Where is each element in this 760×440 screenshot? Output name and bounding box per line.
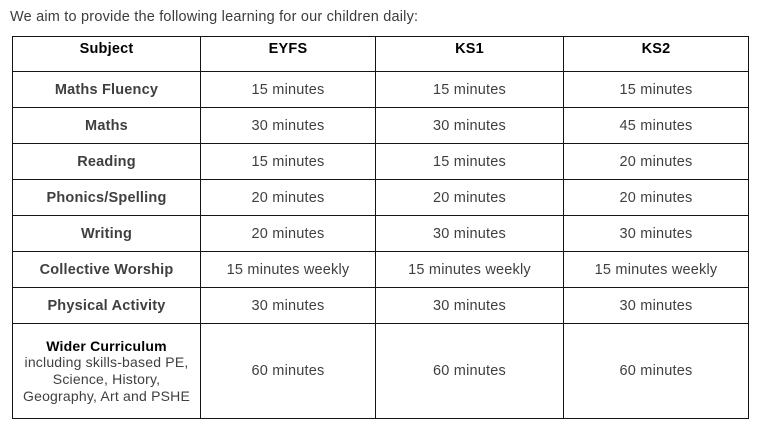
subject-cell: Collective Worship <box>12 251 201 288</box>
subject-cell: Reading <box>12 143 201 180</box>
ks2-value-cell: 15 minutes <box>563 71 749 108</box>
eyfs-value-cell: 30 minutes <box>200 287 376 324</box>
ks2-value-cell: 30 minutes <box>563 215 749 252</box>
ks2-value-cell: 30 minutes <box>563 287 749 324</box>
ks1-value-cell: 15 minutes <box>375 143 564 180</box>
eyfs-value-cell: 30 minutes <box>200 107 376 144</box>
ks2-value-cell: 20 minutes <box>563 179 749 216</box>
eyfs-value-cell: 20 minutes <box>200 179 376 216</box>
table-row-phonics-spelling: Phonics/Spelling 20 minutes 20 minutes 2… <box>12 179 749 216</box>
subject-title: Wider Curriculum <box>46 337 167 354</box>
subject-cell: Maths <box>12 107 201 144</box>
ks2-value-cell: 15 minutes weekly <box>563 251 749 288</box>
header-ks2: KS2 <box>563 36 749 72</box>
ks2-value-cell: 60 minutes <box>563 323 749 419</box>
table-row-reading: Reading 15 minutes 15 minutes 20 minutes <box>12 143 749 180</box>
subject-cell: Writing <box>12 215 201 252</box>
subject-cell: Wider Curriculum including skills-based … <box>12 323 201 419</box>
subject-cell: Phonics/Spelling <box>12 179 201 216</box>
eyfs-value-cell: 15 minutes weekly <box>200 251 376 288</box>
subject-note: including skills-based PE, Science, Hist… <box>23 353 190 404</box>
ks1-value-cell: 15 minutes <box>375 71 564 108</box>
table-row-physical-activity: Physical Activity 30 minutes 30 minutes … <box>12 287 749 324</box>
header-subject: Subject <box>12 36 201 72</box>
document-page: We aim to provide the following learning… <box>0 8 760 419</box>
eyfs-value-cell: 20 minutes <box>200 215 376 252</box>
ks1-value-cell: 30 minutes <box>375 107 564 144</box>
eyfs-value-cell: 60 minutes <box>200 323 376 419</box>
header-eyfs: EYFS <box>200 36 376 72</box>
ks1-value-cell: 15 minutes weekly <box>375 251 564 288</box>
intro-text: We aim to provide the following learning… <box>10 9 419 25</box>
subject-cell: Physical Activity <box>12 287 201 324</box>
ks2-value-cell: 20 minutes <box>563 143 749 180</box>
eyfs-value-cell: 15 minutes <box>200 71 376 108</box>
table-row-collective-worship: Collective Worship 15 minutes weekly 15 … <box>12 251 749 288</box>
ks1-value-cell: 20 minutes <box>375 179 564 216</box>
table-row-writing: Writing 20 minutes 30 minutes 30 minutes <box>12 215 749 252</box>
table-row-wider-curriculum: Wider Curriculum including skills-based … <box>12 323 749 419</box>
daily-learning-table: Subject EYFS KS1 KS2 Maths Fluency 15 mi… <box>12 36 749 419</box>
table-header-row: Subject EYFS KS1 KS2 <box>12 36 749 72</box>
table-row-maths-fluency: Maths Fluency 15 minutes 15 minutes 15 m… <box>12 71 749 108</box>
ks1-value-cell: 60 minutes <box>375 323 564 419</box>
eyfs-value-cell: 15 minutes <box>200 143 376 180</box>
ks1-value-cell: 30 minutes <box>375 287 564 324</box>
ks1-value-cell: 30 minutes <box>375 215 564 252</box>
ks2-value-cell: 45 minutes <box>563 107 749 144</box>
subject-cell: Maths Fluency <box>12 71 201 108</box>
header-ks1: KS1 <box>375 36 564 72</box>
table-row-maths: Maths 30 minutes 30 minutes 45 minutes <box>12 107 749 144</box>
